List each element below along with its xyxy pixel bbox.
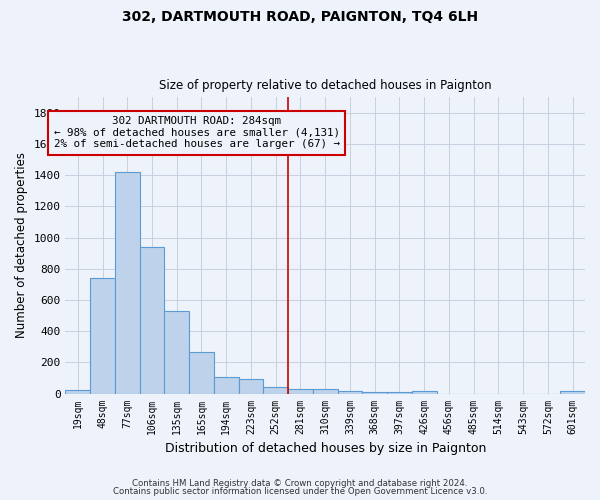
Bar bbox=[313, 389, 338, 394]
Bar bbox=[338, 392, 362, 394]
Bar bbox=[387, 392, 412, 394]
Bar bbox=[560, 390, 585, 394]
Bar bbox=[115, 172, 140, 394]
Bar bbox=[90, 278, 115, 394]
Bar bbox=[362, 392, 387, 394]
X-axis label: Distribution of detached houses by size in Paignton: Distribution of detached houses by size … bbox=[164, 442, 486, 455]
Y-axis label: Number of detached properties: Number of detached properties bbox=[15, 152, 28, 338]
Text: Contains HM Land Registry data © Crown copyright and database right 2024.: Contains HM Land Registry data © Crown c… bbox=[132, 478, 468, 488]
Text: Contains public sector information licensed under the Open Government Licence v3: Contains public sector information licen… bbox=[113, 487, 487, 496]
Bar bbox=[214, 377, 239, 394]
Bar bbox=[140, 247, 164, 394]
Bar bbox=[239, 378, 263, 394]
Bar bbox=[288, 389, 313, 394]
Bar bbox=[65, 390, 90, 394]
Bar bbox=[164, 311, 189, 394]
Text: 302, DARTMOUTH ROAD, PAIGNTON, TQ4 6LH: 302, DARTMOUTH ROAD, PAIGNTON, TQ4 6LH bbox=[122, 10, 478, 24]
Bar bbox=[189, 352, 214, 394]
Bar bbox=[263, 386, 288, 394]
Bar bbox=[412, 390, 437, 394]
Text: 302 DARTMOUTH ROAD: 284sqm
← 98% of detached houses are smaller (4,131)
2% of se: 302 DARTMOUTH ROAD: 284sqm ← 98% of deta… bbox=[53, 116, 340, 149]
Title: Size of property relative to detached houses in Paignton: Size of property relative to detached ho… bbox=[159, 79, 491, 92]
